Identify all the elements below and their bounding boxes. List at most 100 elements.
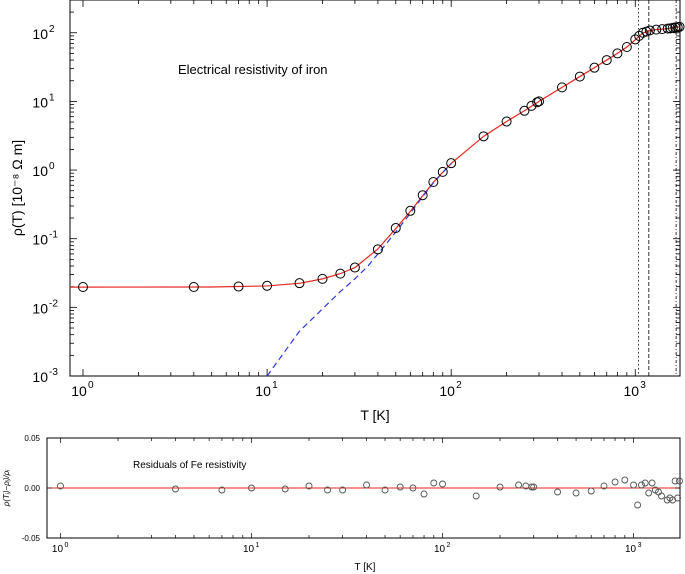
measured-point: [294, 278, 305, 289]
measured-point: [446, 158, 457, 169]
residuals-x-ticks: 10 0 10 1 10 2 10 3: [52, 438, 642, 555]
residual-point: [611, 478, 619, 486]
residuals-x-tick-label: 10: [243, 544, 255, 555]
residuals-x-tick-exponent: 3: [638, 542, 642, 549]
main-y-tick-exponent: 2: [49, 24, 55, 35]
residual-point: [528, 483, 536, 491]
main-y-tick-exponent: -1: [49, 230, 58, 241]
main-y-tick-exponent: 0: [49, 161, 55, 172]
main-y-axis-label: ρ(T) [10⁻⁸ Ω m]: [9, 140, 25, 236]
measured-point: [372, 244, 383, 255]
measured-point: [634, 30, 645, 41]
residual-point: [515, 481, 523, 489]
residuals-x-tick-label: 10: [52, 544, 64, 555]
residual-point: [645, 489, 653, 497]
main-x-tick-label: 10: [71, 383, 87, 399]
residuals-x-tick-exponent: 2: [447, 542, 451, 549]
main-y-tick-label: 10: [32, 163, 48, 179]
residuals-y-tick-label: -0.05: [22, 534, 41, 543]
main-y-tick-label: 10: [32, 26, 48, 42]
residuals-x-tick-label: 10: [625, 544, 637, 555]
main-data-points: [77, 21, 685, 292]
measured-point: [188, 281, 199, 292]
main-x-tick-exponent: 3: [640, 380, 646, 391]
residual-point: [621, 476, 629, 484]
main-y-tick-exponent: -2: [49, 298, 58, 309]
residual-point: [281, 485, 289, 493]
main-y-tick-label: 10: [32, 300, 48, 316]
residuals-x-tick-exponent: 0: [64, 542, 68, 549]
measured-point: [501, 116, 512, 127]
residual-point: [676, 477, 683, 485]
main-chart-title: Electrical resistivity of iron: [178, 62, 328, 77]
main-x-axis-label: T [K]: [360, 407, 389, 423]
measured-point: [390, 223, 401, 234]
measured-point: [417, 190, 428, 201]
measured-point: [657, 24, 668, 35]
measured-point: [534, 96, 545, 107]
main-x-tick-label: 10: [623, 383, 639, 399]
measured-point: [630, 34, 641, 45]
measured-point: [437, 166, 448, 177]
residual-point: [305, 482, 313, 490]
main-x-tick-exponent: 2: [456, 380, 462, 391]
measured-point: [651, 24, 662, 35]
residual-point: [472, 492, 480, 500]
residual-point: [218, 486, 226, 494]
measured-point: [478, 131, 489, 142]
residual-point: [630, 481, 638, 489]
residual-point: [248, 484, 255, 492]
main-x-ticks: 10 0 10 1 10 2 10 3: [71, 0, 646, 399]
main-x-tick-label: 10: [439, 383, 455, 399]
residual-point: [648, 479, 656, 487]
residual-point: [339, 486, 347, 494]
residual-point: [641, 479, 649, 487]
main-y-tick-label: 10: [32, 232, 48, 248]
measured-point: [335, 268, 346, 279]
residual-point: [572, 489, 580, 497]
main-x-tick-exponent: 0: [88, 380, 94, 391]
measured-point: [557, 82, 568, 93]
measured-point: [574, 71, 585, 82]
residual-point: [634, 501, 642, 509]
residual-point: [554, 488, 562, 496]
residuals-y-axis-label: ρ(Tᵢ)−ρᵢ)/ρᵢ: [2, 469, 11, 508]
main-y-tick-exponent: -3: [49, 367, 58, 378]
residual-point: [600, 482, 608, 490]
residuals-x-tick-exponent: 1: [256, 542, 260, 549]
residual-point: [658, 492, 665, 500]
residuals-x-tick-label: 10: [434, 544, 446, 555]
residual-point: [381, 486, 389, 494]
measured-point: [674, 21, 685, 32]
measured-point: [262, 280, 273, 291]
main-plot-frame: [69, 0, 681, 377]
main-x-tick-exponent: 1: [272, 380, 278, 391]
residuals-chart: 10 0 10 1 10 2 10 3 0.050.00-0.05 Residuals of …: [2, 434, 683, 573]
residuals-data-points: [57, 476, 683, 509]
measured-point: [612, 48, 623, 59]
residuals-x-axis-label: T [K]: [355, 562, 376, 573]
measured-point: [519, 105, 530, 116]
residuals-y-tick-label: 0.00: [24, 484, 40, 493]
residual-point: [430, 479, 438, 487]
main-vertical-markers: [638, 0, 677, 376]
main-y-tick-label: 10: [32, 94, 48, 110]
fit-line: [69, 26, 681, 288]
residual-point: [172, 485, 179, 493]
residual-point: [57, 482, 64, 490]
measured-point: [317, 273, 328, 284]
residuals-y-tick-label: 0.05: [24, 434, 40, 443]
measured-point: [233, 281, 244, 292]
main-y-tick-exponent: 1: [49, 92, 55, 103]
measured-point: [405, 205, 416, 216]
measured-point: [589, 62, 600, 73]
residual-point: [324, 486, 331, 494]
measured-point: [601, 55, 612, 66]
residuals-chart-title: Residuals of Fe resistivity: [133, 460, 246, 471]
measured-point: [526, 100, 537, 111]
residual-point: [674, 494, 682, 502]
residual-point: [587, 487, 595, 495]
measured-point: [349, 262, 360, 273]
